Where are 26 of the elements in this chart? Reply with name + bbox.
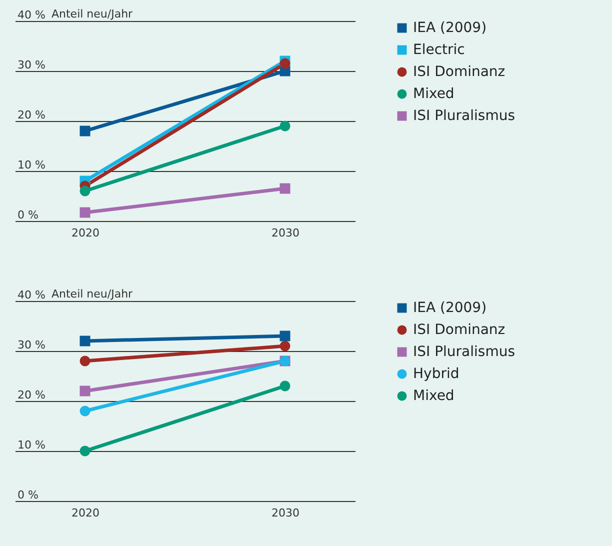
legend-label: Hybrid [413,366,460,382]
x-tick-label: 2030 [272,226,300,240]
legend-label: ISI Dominanz [413,322,506,338]
y-tick-label: 20 % [18,108,46,122]
legend-label: Mixed [413,86,454,102]
y-tick-label: 30 % [18,58,46,72]
y-axis-title: Anteil neu/Jahr [52,288,134,300]
legend-label: Electric [413,42,465,58]
y-tick-label: 0 % [18,208,38,222]
legend-label: ISI Dominanz [413,64,506,80]
y-tick-label: 30 % [18,338,46,352]
legend-label: ISI Pluralismus [413,108,516,124]
y-tick-label: 10 % [18,158,46,172]
y-tick-label: 10 % [18,438,46,452]
x-tick-label: 2030 [272,506,300,520]
x-tick-label: 2020 [72,506,100,520]
legend-label: IEA (2009) [413,20,487,36]
legend-label: IEA (2009) [413,300,487,316]
legend-label: ISI Pluralismus [413,344,516,360]
y-tick-label: 40 % [18,288,46,302]
y-tick-label: 40 % [18,8,46,22]
x-tick-label: 2020 [72,226,100,240]
y-tick-label: 20 % [18,388,46,402]
legend-label: Mixed [413,388,454,404]
y-tick-label: 0 % [18,488,38,502]
y-axis-title: Anteil neu/Jahr [52,8,134,20]
